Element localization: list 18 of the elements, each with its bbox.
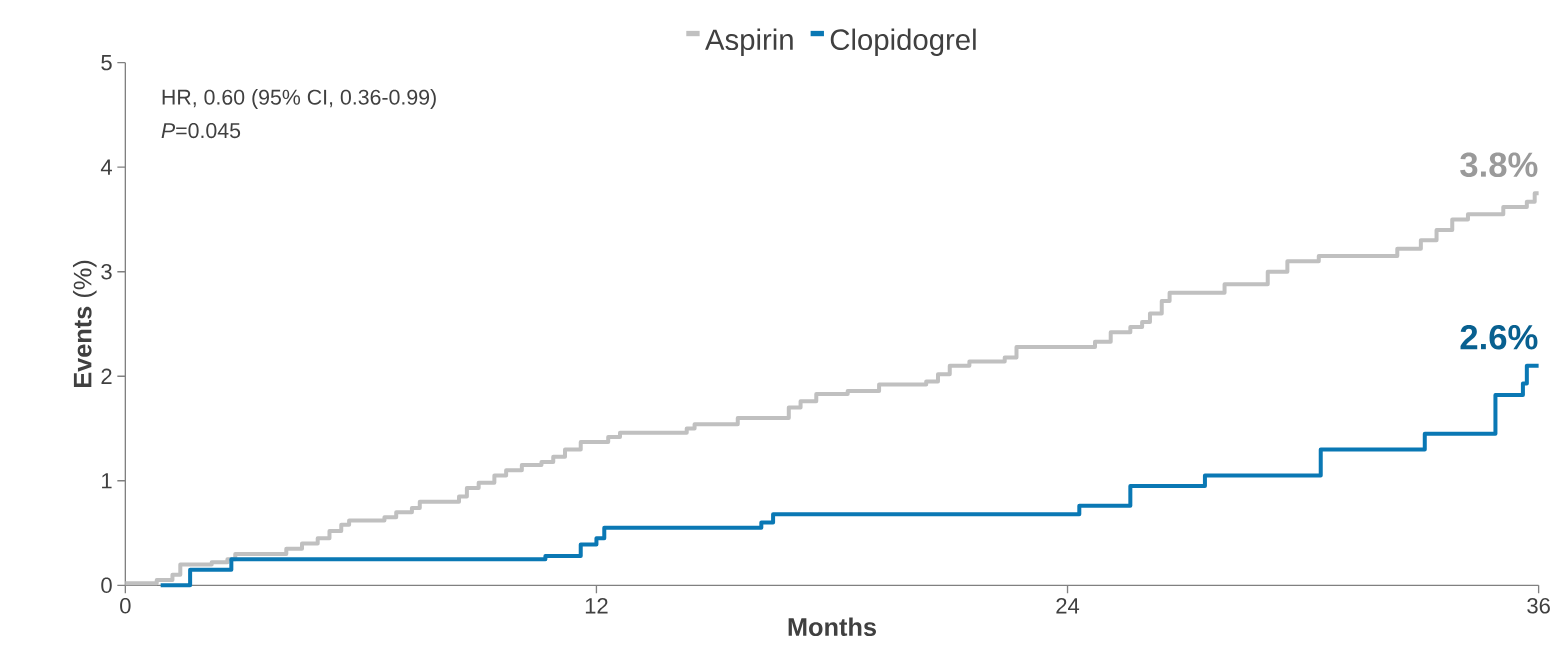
x-tick-label: 12 xyxy=(585,598,608,614)
y-tick-label: 1 xyxy=(102,473,112,489)
x-axis-title: Months xyxy=(788,617,876,637)
annotation: 3.8% xyxy=(1460,152,1538,178)
annotation: HR, 0.60 (95% CI, 0.36-0.99) xyxy=(162,89,436,109)
x-tick-label: 36 xyxy=(1527,598,1550,614)
y-tick-label: 4 xyxy=(100,159,112,175)
y-tick-label: 5 xyxy=(101,54,112,71)
legend-label: Aspirin xyxy=(705,28,793,56)
legend-label: Clopidogrel xyxy=(830,28,976,56)
x-tick-label: 24 xyxy=(1056,598,1080,614)
y-tick-label: 3 xyxy=(101,263,112,280)
annotation: 2.6% xyxy=(1460,324,1538,350)
annotation: P=0.045 xyxy=(161,123,241,139)
x-tick-label: 0 xyxy=(120,598,131,614)
y-axis-title: Events (%) xyxy=(72,260,97,388)
y-tick-label: 2 xyxy=(101,368,112,384)
y-tick-label: 0 xyxy=(101,577,112,594)
